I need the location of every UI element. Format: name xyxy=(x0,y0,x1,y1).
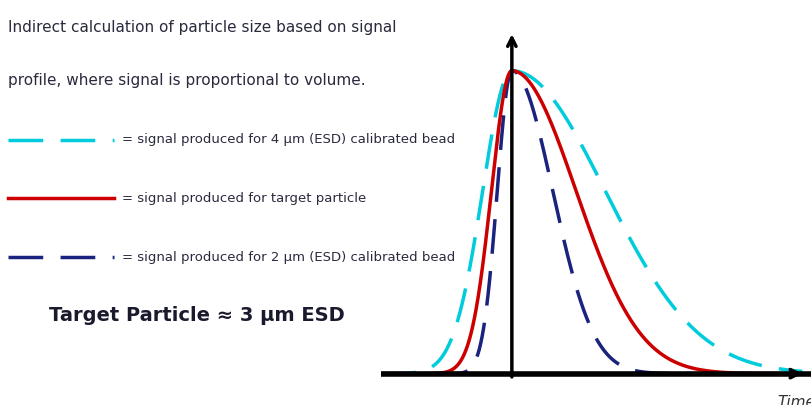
Text: Target Particle ≈ 3 μm ESD: Target Particle ≈ 3 μm ESD xyxy=(49,307,345,325)
Text: = signal produced for target particle: = signal produced for target particle xyxy=(122,192,366,205)
Text: Indirect calculation of particle size based on signal: Indirect calculation of particle size ba… xyxy=(8,20,397,35)
Text: profile, where signal is proportional to volume.: profile, where signal is proportional to… xyxy=(8,73,366,88)
Text: Time: Time xyxy=(778,395,811,405)
Text: = signal produced for 4 μm (ESD) calibrated bead: = signal produced for 4 μm (ESD) calibra… xyxy=(122,133,455,146)
Text: = signal produced for 2 μm (ESD) calibrated bead: = signal produced for 2 μm (ESD) calibra… xyxy=(122,251,455,264)
